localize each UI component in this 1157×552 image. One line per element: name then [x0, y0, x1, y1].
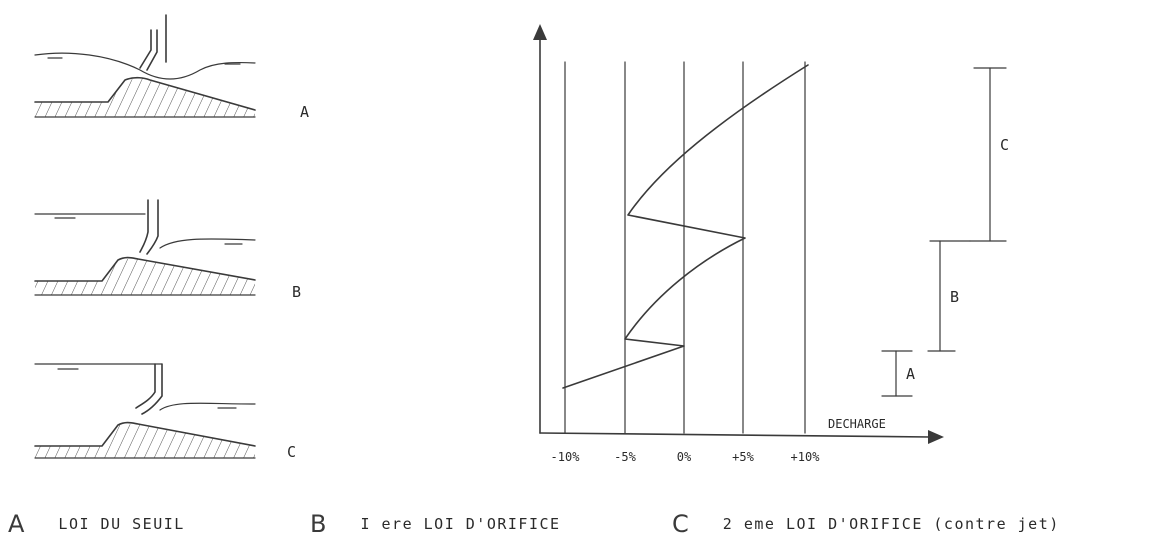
tick-label: +10% — [791, 450, 821, 464]
x-axis — [539, 432, 931, 438]
range-bar-b: B — [927, 240, 971, 352]
panel-b-sketch: B — [34, 199, 301, 301]
range-bar-b-label: B — [950, 288, 959, 306]
panel-a-weir-profile — [34, 76, 256, 111]
panel-c-weir-profile — [34, 421, 256, 447]
panel-a-water-surface — [34, 52, 256, 80]
range-bar-a-label: A — [906, 365, 915, 383]
legend-text-b: I ere LOI D'ORIFICE — [360, 515, 561, 533]
legend-text-a: LOI DU SEUIL — [58, 515, 185, 533]
tick-label: -5% — [614, 450, 636, 464]
panel-a-gate — [139, 29, 158, 71]
panel-b-weir-profile — [34, 256, 256, 282]
range-bar-c: C — [969, 67, 1009, 242]
panel-b-downstream-water — [159, 238, 256, 249]
legend-item-a: A LOI DU SEUIL — [8, 506, 185, 542]
panel-c-downstream-water — [159, 402, 256, 411]
panel-c-letter: C — [287, 443, 296, 461]
discharge-error-curve — [562, 64, 809, 389]
panel-b-weir-hatch — [35, 258, 255, 295]
panel-a-weir-hatch — [35, 78, 255, 117]
panel-b-gate — [139, 199, 159, 255]
x-axis-arrow — [928, 430, 944, 444]
range-bar-a: A — [881, 350, 915, 397]
tick-label: +5% — [732, 450, 754, 464]
y-axis-arrow — [533, 24, 547, 40]
discharge-graph: DECHARGE -10% -5% 0% +5% +10% C B — [533, 24, 1009, 464]
legend-item-c: C 2 eme LOI D'ORIFICE (contre jet) — [672, 506, 1060, 542]
legend-item-b: B I ere LOI D'ORIFICE — [310, 506, 561, 542]
legend-key-c: C — [672, 510, 689, 538]
panel-c-sketch: C — [34, 363, 296, 461]
x-axis-label: DECHARGE — [828, 417, 886, 431]
range-bar-c-label: C — [1000, 136, 1009, 154]
tick-label: 0% — [677, 450, 692, 464]
panel-a-sketch: A — [34, 14, 309, 121]
panel-c-weir-hatch — [35, 424, 255, 458]
panel-a-letter: A — [300, 103, 309, 121]
tick-label: -10% — [551, 450, 581, 464]
legend-text-c: 2 eme LOI D'ORIFICE (contre jet) — [722, 515, 1060, 533]
legend-key-a: A — [8, 510, 25, 538]
panel-c-gate — [135, 363, 163, 415]
legend-key-b: B — [310, 510, 327, 538]
panel-b-letter: B — [292, 283, 301, 301]
